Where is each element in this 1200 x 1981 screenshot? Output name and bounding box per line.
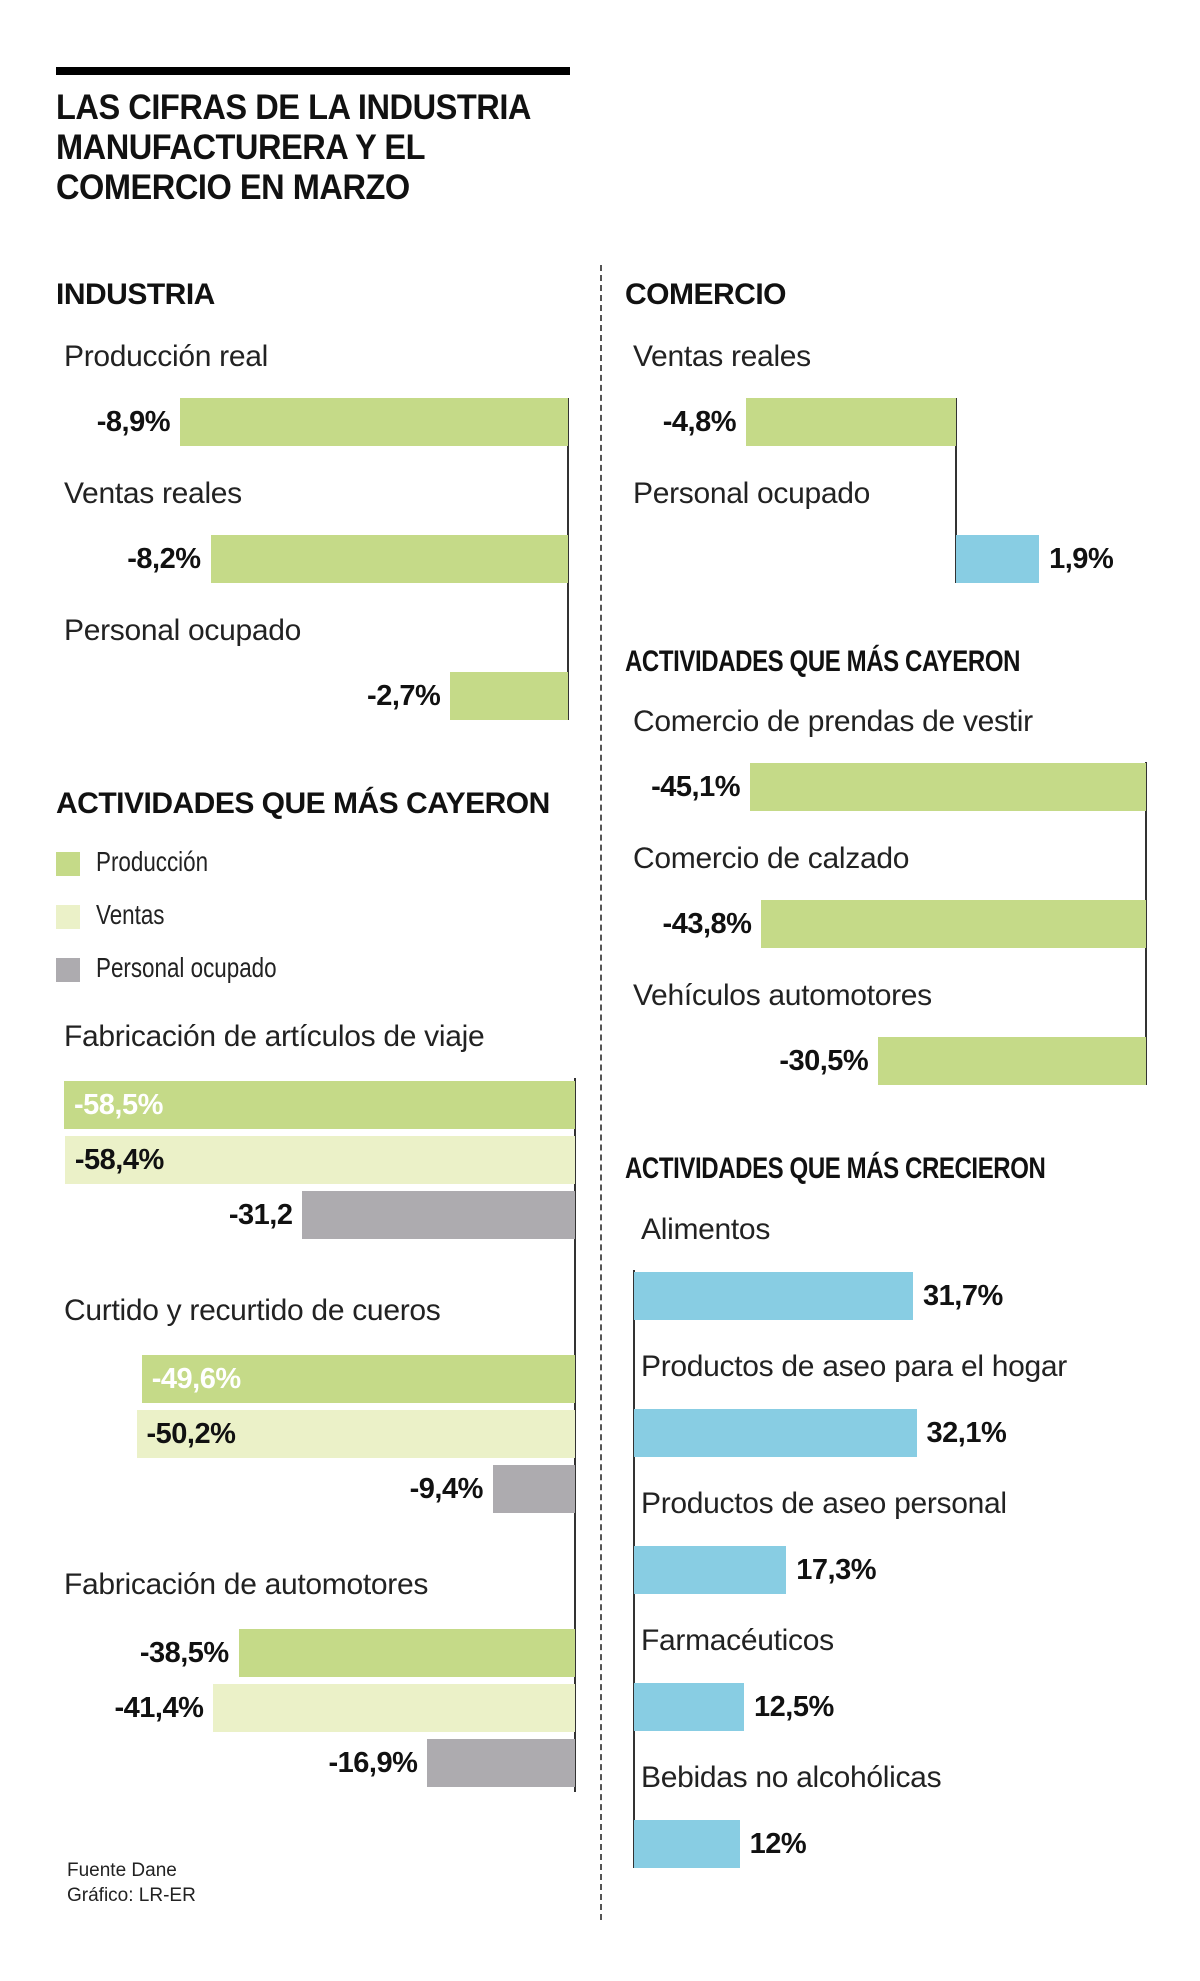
title-line: MANUFACTURERA Y EL — [56, 128, 425, 167]
bar-positive — [956, 535, 1040, 583]
title-line: LAS CIFRAS DE LA INDUSTRIA — [56, 88, 531, 127]
legend-swatch-produccion — [56, 852, 80, 876]
bar-positive — [634, 1546, 787, 1594]
legend-item-produccion: Producción — [56, 846, 356, 890]
value-label: -45,1% — [651, 771, 740, 803]
value-label: -4,8% — [662, 406, 737, 438]
legend-item-ventas: Ventas — [56, 899, 356, 943]
category-label: Productos de aseo para el hogar — [641, 1350, 1067, 1383]
bar-positive — [634, 1683, 745, 1731]
bar-negative — [141, 1355, 575, 1403]
value-label: -41,4% — [114, 1692, 204, 1724]
category-label: Ventas reales — [64, 477, 242, 510]
bar-positive — [634, 1820, 740, 1868]
value-label: -49,6% — [151, 1363, 241, 1395]
header-rule — [56, 67, 570, 75]
category-label: Fabricación de automotores — [64, 1568, 429, 1601]
bar-positive — [634, 1409, 917, 1457]
category-label: Bebidas no alcohólicas — [641, 1761, 942, 1794]
section-title-comercio: COMERCIO — [625, 278, 787, 311]
value-label: 12,5% — [754, 1691, 834, 1723]
category-label: Comercio de calzado — [633, 842, 910, 875]
value-label: -2,7% — [367, 680, 441, 712]
value-label: 1,9% — [1049, 543, 1114, 575]
zero-axis — [955, 398, 957, 583]
bar-negative — [492, 1465, 575, 1513]
value-label: -58,5% — [74, 1089, 163, 1121]
category-label: Farmacéuticos — [641, 1624, 834, 1657]
zero-axis — [567, 398, 569, 720]
bar-negative — [210, 535, 568, 583]
section-title-industria: INDUSTRIA — [56, 278, 215, 311]
value-label: 17,3% — [796, 1554, 876, 1586]
credit-note: Gráfico: LR-ER — [67, 1885, 196, 1906]
category-label: Comercio de prendas de vestir — [633, 705, 1033, 738]
category-label: Fabricación de artículos de viaje — [64, 1020, 485, 1053]
legend-item-personal: Personal ocupado — [56, 952, 356, 996]
bar-negative — [64, 1081, 575, 1129]
category-label: Vehículos automotores — [633, 979, 932, 1012]
value-label: -43,8% — [662, 908, 752, 940]
value-label: -58,4% — [74, 1144, 164, 1176]
bar-positive — [634, 1272, 913, 1320]
bar-negative — [750, 763, 1146, 811]
value-label: 32,1% — [926, 1417, 1007, 1449]
bar-negative — [213, 1684, 575, 1732]
category-label: Curtido y recurtido de cueros — [64, 1294, 441, 1327]
legend-label: Personal ocupado — [96, 952, 277, 983]
value-label: -50,2% — [146, 1418, 236, 1450]
category-label: Productos de aseo personal — [641, 1487, 1007, 1520]
value-label: -8,9% — [96, 406, 171, 438]
legend-label: Ventas — [96, 899, 165, 930]
bar-negative — [64, 1136, 575, 1184]
bar-negative — [180, 398, 568, 446]
section-title-comercio-crecieron: ACTIVIDADES QUE MÁS CRECIERON — [625, 1152, 1046, 1185]
category-label: Personal ocupado — [64, 614, 302, 647]
value-label: -30,5% — [779, 1045, 869, 1077]
bar-negative — [427, 1739, 575, 1787]
category-label: Producción real — [64, 340, 268, 373]
legend-label: Producción — [96, 846, 209, 877]
bar-negative — [302, 1191, 575, 1239]
zero-axis — [574, 1078, 576, 1792]
bar-negative — [878, 1037, 1146, 1085]
category-label: Personal ocupado — [633, 477, 871, 510]
zero-axis — [1145, 762, 1147, 1085]
value-label: 12% — [749, 1828, 807, 1860]
value-label: -31,2 — [228, 1199, 293, 1231]
bar-negative — [746, 398, 956, 446]
legend-swatch-ventas — [56, 905, 80, 929]
value-label: 31,7% — [923, 1280, 1003, 1312]
bar-negative — [761, 900, 1146, 948]
source-note: Fuente Dane — [67, 1860, 177, 1881]
bar-negative — [238, 1629, 575, 1677]
title-line: COMERCIO EN MARZO — [56, 168, 410, 207]
value-label: -9,4% — [409, 1473, 484, 1505]
legend-swatch-personal — [56, 958, 80, 982]
value-label: -8,2% — [127, 543, 201, 575]
column-divider — [600, 265, 602, 1920]
value-label: -16,9% — [328, 1747, 418, 1779]
section-title-comercio-cayeron: ACTIVIDADES QUE MÁS CAYERON — [625, 645, 1021, 678]
bar-negative — [450, 672, 568, 720]
category-label: Alimentos — [641, 1213, 771, 1246]
footer: Fuente Dane Gráfico: LR-ER — [67, 1858, 196, 1908]
section-title-industria-cayeron: ACTIVIDADES QUE MÁS CAYERON — [56, 787, 550, 820]
category-label: Ventas reales — [633, 340, 811, 373]
value-label: -38,5% — [139, 1637, 229, 1669]
page-title: LAS CIFRAS DE LA INDUSTRIA MANUFACTURERA… — [56, 88, 577, 208]
bar-negative — [136, 1410, 575, 1458]
